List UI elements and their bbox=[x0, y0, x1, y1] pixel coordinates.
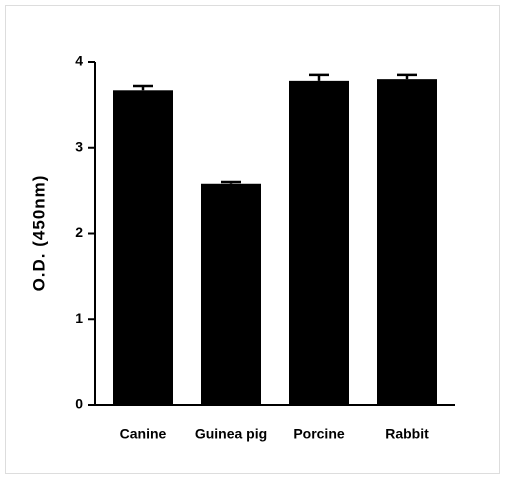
x-tick-label: Guinea pig bbox=[195, 426, 267, 442]
bar bbox=[377, 79, 437, 406]
error-bar bbox=[397, 73, 417, 80]
bar bbox=[289, 80, 349, 406]
x-tick-label: Canine bbox=[120, 426, 167, 442]
error-bar bbox=[221, 180, 241, 184]
y-tick-label: 3 bbox=[75, 138, 83, 154]
frame bbox=[5, 5, 500, 474]
bar bbox=[113, 90, 173, 406]
error-bar bbox=[309, 73, 329, 81]
y-tick-label: 0 bbox=[75, 396, 83, 412]
x-tick-label: Rabbit bbox=[385, 426, 429, 442]
y-tick-label: 1 bbox=[75, 310, 83, 326]
y-axis-title: O.D. (450nm) bbox=[29, 175, 48, 292]
y-tick-label: 4 bbox=[75, 53, 83, 69]
y-tick-label: 2 bbox=[75, 224, 83, 240]
x-tick-label: Porcine bbox=[293, 426, 345, 442]
error-bar bbox=[133, 84, 153, 91]
bar bbox=[201, 183, 261, 405]
